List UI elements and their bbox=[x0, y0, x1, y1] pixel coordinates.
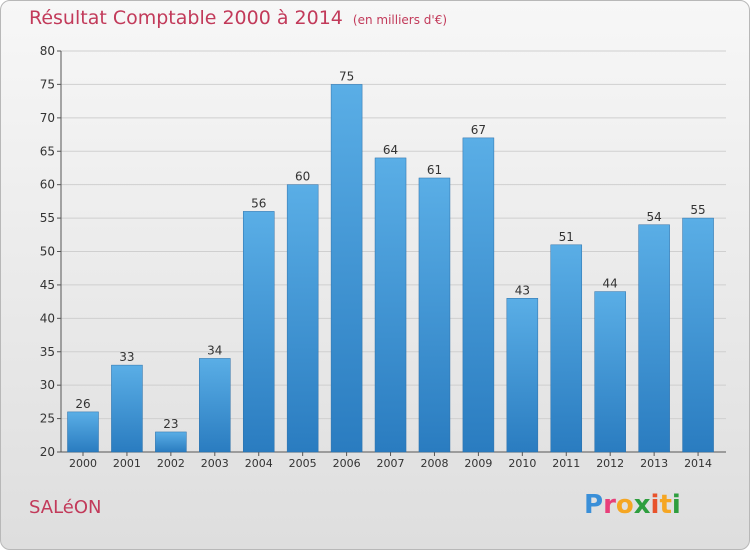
y-tick-label: 65 bbox=[40, 144, 55, 158]
chart-title: Résultat Comptable 2000 à 2014 (en millie… bbox=[29, 7, 447, 29]
value-label: 44 bbox=[603, 277, 618, 291]
value-label: 26 bbox=[75, 397, 90, 411]
bar bbox=[286, 184, 319, 453]
bar bbox=[374, 157, 407, 453]
y-tick-label: 60 bbox=[40, 178, 55, 192]
bar bbox=[638, 224, 670, 453]
x-tick-label: 2009 bbox=[464, 457, 492, 470]
logo-letter: P bbox=[584, 490, 604, 520]
bar bbox=[682, 217, 714, 453]
bar bbox=[199, 358, 231, 453]
y-tick-label: 20 bbox=[40, 445, 55, 459]
x-tick-label: 2014 bbox=[684, 457, 712, 470]
bar bbox=[242, 211, 275, 453]
value-label: 75 bbox=[339, 69, 354, 83]
y-tick-label: 80 bbox=[40, 44, 55, 58]
logo-letter: i bbox=[650, 490, 660, 520]
logo-letter: x bbox=[633, 490, 651, 520]
axes: 20 25 30 35 40 45 50 55 60 65 70 75 80 2000 2001 2002 20… bbox=[40, 44, 726, 470]
y-tick-label: 50 bbox=[40, 245, 55, 259]
x-tick-label: 2011 bbox=[552, 457, 580, 470]
x-tick-label: 2006 bbox=[333, 457, 361, 470]
logo-letter: r bbox=[603, 490, 616, 520]
value-label: 55 bbox=[690, 203, 705, 217]
y-tick-label: 30 bbox=[40, 378, 55, 392]
value-label: 64 bbox=[383, 143, 398, 157]
commune-name: SALéON bbox=[29, 497, 102, 518]
y-tick-label: 70 bbox=[40, 111, 55, 125]
y-tick-label: 40 bbox=[40, 311, 55, 325]
value-labels: 26 33 23 34 56 60 75 64 61 67 43 51 44 54 55 bbox=[75, 69, 705, 431]
bar bbox=[506, 298, 539, 453]
x-tick-label: 2010 bbox=[508, 457, 536, 470]
y-tick-label: 55 bbox=[40, 211, 55, 225]
chart-title-text: Résultat Comptable 2000 à 2014 bbox=[29, 7, 343, 29]
logo-letter: i bbox=[671, 490, 681, 520]
x-tick-label: 2007 bbox=[377, 457, 405, 470]
bar bbox=[67, 411, 99, 453]
value-label: 43 bbox=[515, 283, 530, 297]
x-tick-label: 2008 bbox=[420, 457, 448, 470]
logo-letter: o bbox=[615, 490, 634, 520]
bars bbox=[67, 84, 714, 453]
value-label: 54 bbox=[646, 210, 661, 224]
chart-subtitle: (en milliers d'€) bbox=[352, 13, 448, 27]
x-tick-label: 2005 bbox=[289, 457, 317, 470]
proxiti-logo[interactable]: Proxiti bbox=[584, 490, 681, 520]
value-label: 60 bbox=[295, 170, 310, 184]
bar bbox=[462, 137, 495, 453]
bar bbox=[594, 291, 626, 453]
value-label: 61 bbox=[427, 163, 442, 177]
logo-letter: t bbox=[659, 490, 672, 520]
x-tick-label: 2000 bbox=[69, 457, 97, 470]
value-label: 67 bbox=[471, 123, 486, 137]
value-label: 23 bbox=[163, 417, 178, 431]
bar bbox=[155, 431, 187, 453]
bar bbox=[330, 84, 363, 453]
y-tick-label: 35 bbox=[40, 345, 55, 359]
x-tick-label: 2001 bbox=[113, 457, 141, 470]
bar bbox=[550, 244, 583, 453]
value-label: 34 bbox=[207, 343, 222, 357]
x-tick-label: 2004 bbox=[245, 457, 273, 470]
x-tick-label: 2012 bbox=[596, 457, 624, 470]
bar bbox=[418, 177, 451, 453]
y-tick-label: 75 bbox=[40, 77, 55, 91]
x-tick-label: 2002 bbox=[157, 457, 185, 470]
x-tick-label: 2013 bbox=[640, 457, 668, 470]
y-tick-label: 25 bbox=[40, 412, 55, 426]
value-label: 56 bbox=[251, 196, 266, 210]
y-tick-label: 45 bbox=[40, 278, 55, 292]
value-label: 33 bbox=[119, 350, 134, 364]
x-tick-label: 2003 bbox=[201, 457, 229, 470]
bar bbox=[111, 364, 143, 453]
value-label: 51 bbox=[559, 230, 574, 244]
